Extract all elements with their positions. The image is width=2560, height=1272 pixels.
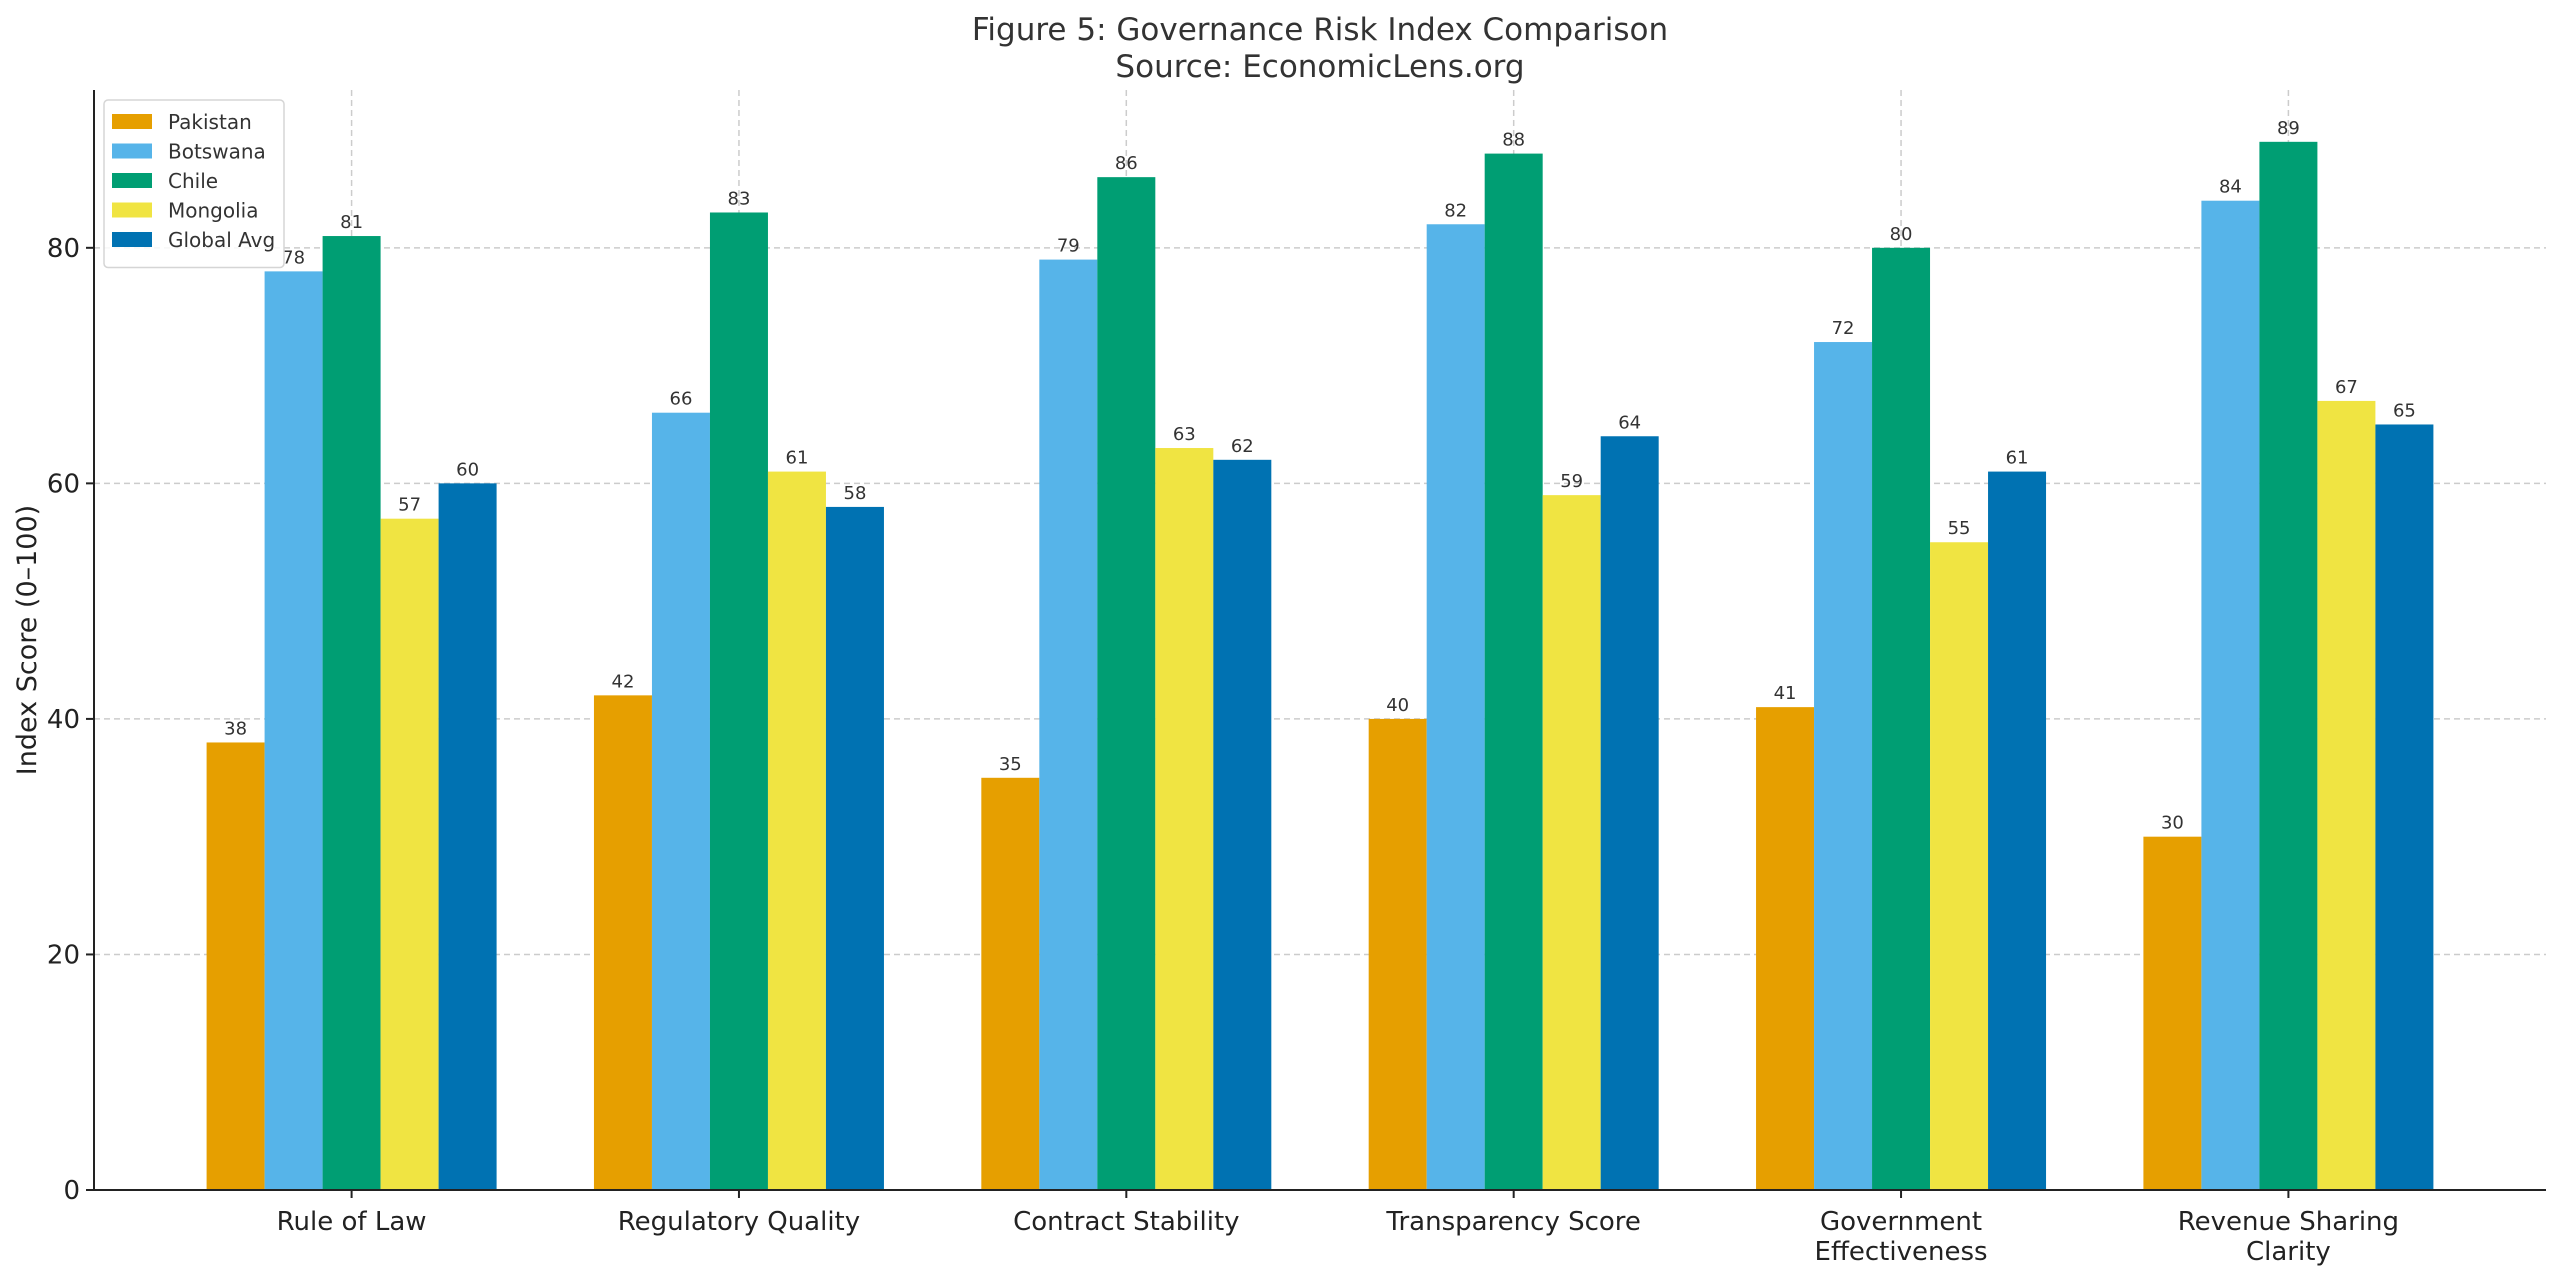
bar xyxy=(206,742,265,1190)
y-tick-label: 80 xyxy=(47,234,80,264)
x-tick-label: Government xyxy=(1820,1207,1982,1237)
bar-value-label: 66 xyxy=(670,389,693,410)
legend-swatch xyxy=(112,143,152,159)
bar xyxy=(1484,153,1543,1191)
x-tick-label: Effectiveness xyxy=(1815,1237,1988,1267)
bar xyxy=(1872,247,1931,1190)
bar xyxy=(322,236,381,1190)
bar xyxy=(1097,177,1156,1190)
bar xyxy=(2259,141,2318,1191)
bar-value-label: 62 xyxy=(1231,436,1254,457)
bar xyxy=(2317,400,2376,1190)
bar-value-label: 41 xyxy=(1774,683,1797,704)
bar-value-label: 55 xyxy=(1948,518,1971,539)
bar-value-label: 84 xyxy=(2219,177,2242,198)
bar-value-label: 61 xyxy=(2006,448,2029,469)
bar-value-label: 79 xyxy=(1057,236,1080,257)
bar-value-label: 82 xyxy=(1444,200,1467,221)
y-axis-label: Index Score (0–100) xyxy=(12,505,43,775)
bar xyxy=(709,212,768,1190)
y-tick-label: 40 xyxy=(47,705,80,735)
bar xyxy=(1930,542,1989,1190)
bar-value-label: 83 xyxy=(728,188,751,209)
bar-value-label: 89 xyxy=(2277,118,2300,139)
chart-title: Figure 5: Governance Risk Index Comparis… xyxy=(972,12,1668,48)
bar xyxy=(593,695,652,1190)
bar-value-label: 80 xyxy=(1890,224,1913,245)
chart-subtitle: Source: EconomicLens.org xyxy=(1115,49,1524,85)
bar-value-label: 30 xyxy=(2161,813,2184,834)
bar-value-label: 88 xyxy=(1502,130,1525,151)
legend-label: Chile xyxy=(168,169,218,193)
legend-box xyxy=(103,99,285,269)
bar xyxy=(1756,707,1815,1190)
legend-swatch xyxy=(112,232,152,247)
legend-swatch xyxy=(112,173,152,188)
legend: Pakistan Botswana Chile Mongolia Global Avg xyxy=(103,99,285,269)
legend-swatch xyxy=(112,114,152,129)
bar-value-label: 35 xyxy=(999,754,1022,775)
x-tick-label: Regulatory Quality xyxy=(618,1207,860,1237)
y-tick-label: 0 xyxy=(63,1176,80,1206)
legend-swatch xyxy=(112,202,152,218)
bar xyxy=(825,506,884,1190)
bar-value-label: 60 xyxy=(456,459,479,480)
bar-value-label: 72 xyxy=(1832,318,1855,339)
bar xyxy=(1600,436,1659,1190)
bar xyxy=(1988,471,2047,1190)
bar xyxy=(767,471,826,1190)
x-tick-label: Revenue Sharing xyxy=(2178,1207,2399,1237)
bar-value-label: 81 xyxy=(340,212,363,233)
bar xyxy=(2201,200,2260,1190)
bar-value-label: 65 xyxy=(2393,400,2416,421)
bar xyxy=(2143,836,2202,1190)
bar xyxy=(438,483,497,1190)
legend-label: Botswana xyxy=(168,140,266,164)
legend-label: Pakistan xyxy=(168,110,252,134)
x-tick-label: Rule of Law xyxy=(277,1207,427,1237)
bar-value-label: 57 xyxy=(398,495,421,516)
bar xyxy=(1426,224,1485,1191)
bar xyxy=(1213,459,1272,1191)
bar-value-label: 40 xyxy=(1386,695,1409,716)
bar xyxy=(1039,259,1098,1190)
bar-value-label: 67 xyxy=(2335,377,2358,398)
y-tick-label: 60 xyxy=(47,469,80,499)
x-tick-label: Clarity xyxy=(2246,1237,2331,1267)
bar-value-label: 42 xyxy=(612,671,635,692)
bar xyxy=(264,271,323,1190)
bar xyxy=(651,412,710,1190)
x-tick-label: Transparency Score xyxy=(1385,1207,1641,1237)
bar-value-label: 78 xyxy=(282,247,305,268)
bar-value-label: 38 xyxy=(224,718,247,739)
bar xyxy=(981,777,1040,1190)
legend-label: Global Avg xyxy=(168,228,275,252)
bar-value-label: 86 xyxy=(1115,153,1138,174)
bar-value-label: 63 xyxy=(1173,424,1196,445)
bar xyxy=(1814,342,1873,1190)
bar xyxy=(380,518,439,1190)
bar xyxy=(1542,495,1601,1191)
legend-label: Mongolia xyxy=(168,199,258,223)
y-tick-label: 20 xyxy=(47,940,80,970)
bar-value-label: 61 xyxy=(786,448,809,469)
bar xyxy=(1368,718,1427,1190)
bar xyxy=(1155,448,1214,1190)
bars: 38 42 35 40 41 30 78 66 79 82 72 84 81 83 86 88 80 89 57 61… xyxy=(206,118,2434,1191)
bar-value-label: 64 xyxy=(1618,412,1641,433)
bar-value-label: 58 xyxy=(844,483,867,504)
axes: 0 20 40 60 80 Rule of Law Regulatory Quality Co… xyxy=(47,90,2546,1267)
x-tick-label: Contract Stability xyxy=(1013,1207,1240,1237)
bar-value-label: 59 xyxy=(1560,471,1583,492)
bar xyxy=(2375,424,2434,1191)
